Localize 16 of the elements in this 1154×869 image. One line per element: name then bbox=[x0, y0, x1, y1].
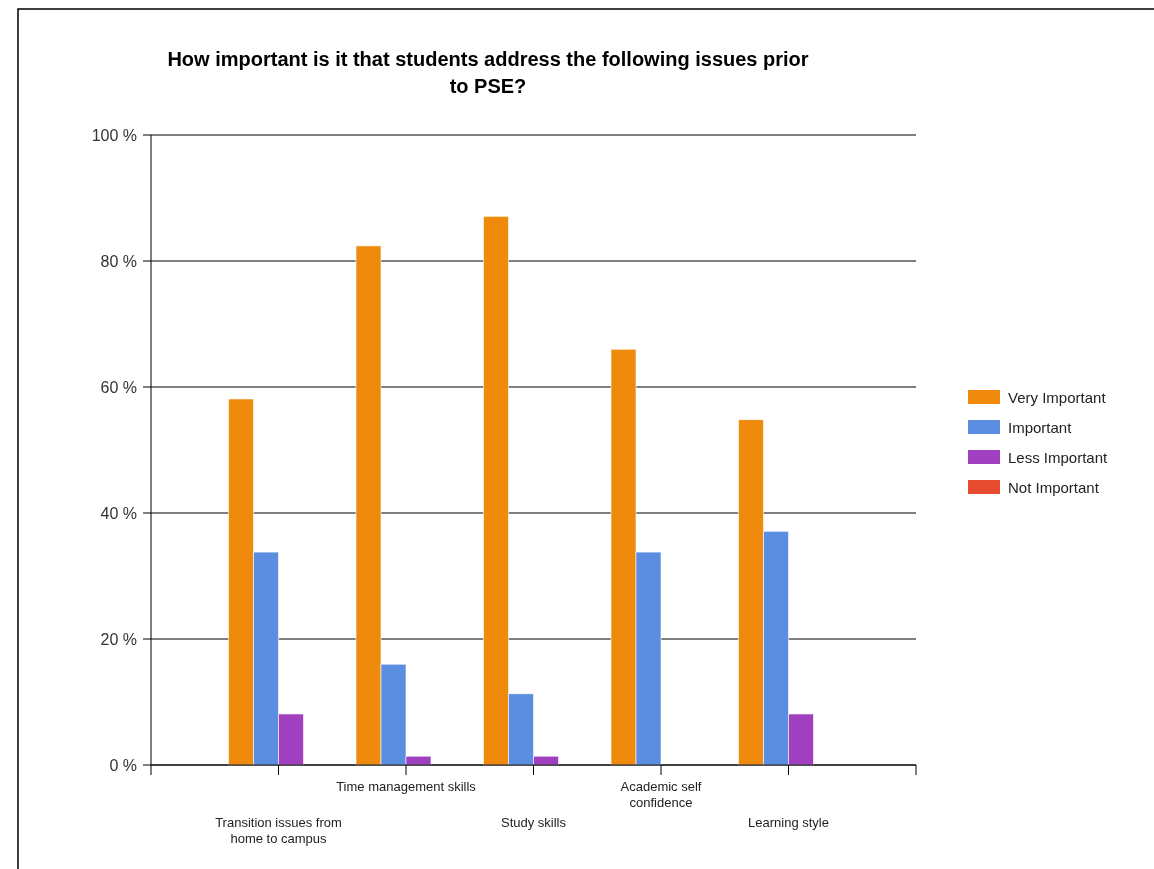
y-tick-label: 100 % bbox=[91, 127, 137, 144]
legend-label: Important bbox=[1008, 419, 1073, 436]
y-tick-label: 80 % bbox=[100, 253, 137, 270]
x-tick-label: Learning style bbox=[748, 815, 829, 830]
chart-title: How important is it that students address the following issues prior to PSE? bbox=[167, 48, 809, 97]
x-tick-label: Time management skills bbox=[336, 779, 477, 794]
x-tick-label: Transition issues from home to campus bbox=[215, 815, 342, 846]
legend-label: Not Important bbox=[1008, 479, 1100, 496]
y-tick-label: 60 % bbox=[100, 379, 137, 396]
y-tick-label: 20 % bbox=[100, 631, 137, 648]
y-tick-label: 0 % bbox=[109, 757, 137, 774]
x-tick-label: Study skills bbox=[500, 815, 567, 830]
x-tick-label: Academic self confidence bbox=[620, 779, 702, 810]
y-tick-label: 40 % bbox=[100, 505, 137, 522]
legend-label: Less Important bbox=[1008, 449, 1109, 466]
legend-label: Very Important bbox=[1008, 389, 1107, 406]
